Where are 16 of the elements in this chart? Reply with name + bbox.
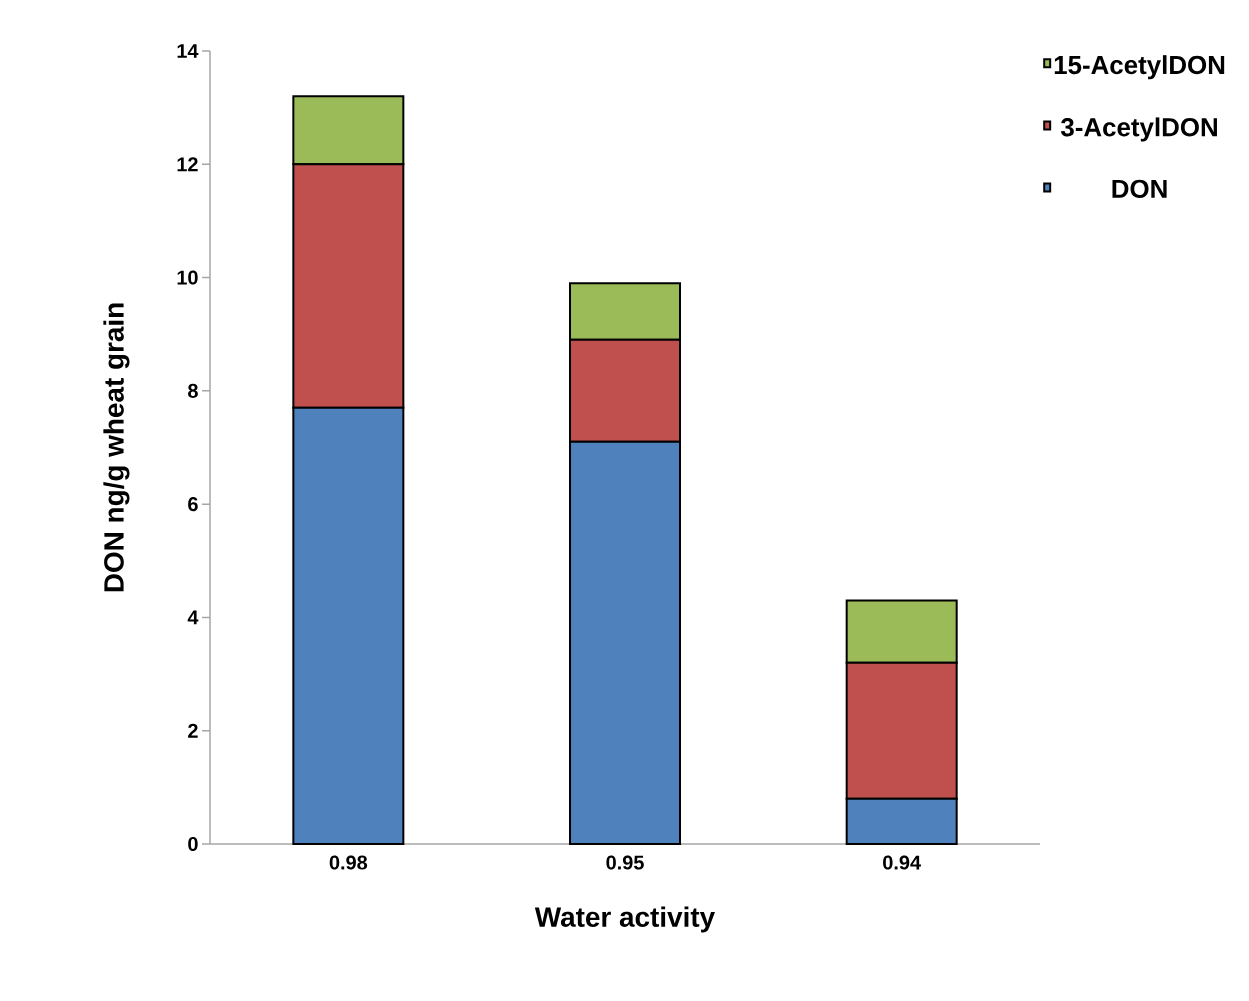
legend-label: 15-AcetylDON — [1054, 55, 1225, 80]
x-tick-label: 0.94 — [883, 855, 921, 870]
y-tick-label: 12 — [177, 157, 198, 172]
x-tick-label: 0.95 — [606, 855, 644, 870]
y-tick-label: 14 — [177, 44, 199, 58]
y-tick-label: 4 — [187, 610, 199, 625]
y-tick-label: 6 — [188, 497, 198, 512]
legend-label: 3-AcetylDON — [1060, 117, 1217, 142]
y-tick-label: 0 — [188, 836, 198, 852]
text: DON — [1112, 179, 1167, 198]
y-tick-label: 2 — [188, 723, 198, 738]
x-axis-title: Water activity — [534, 906, 715, 933]
y-tick-label: 10 — [177, 270, 198, 285]
y-tick-label: 8 — [188, 383, 198, 398]
x-tick-label: 0.98 — [329, 855, 368, 870]
y-axis-title: DON ng/g wheat grain — [103, 303, 130, 592]
